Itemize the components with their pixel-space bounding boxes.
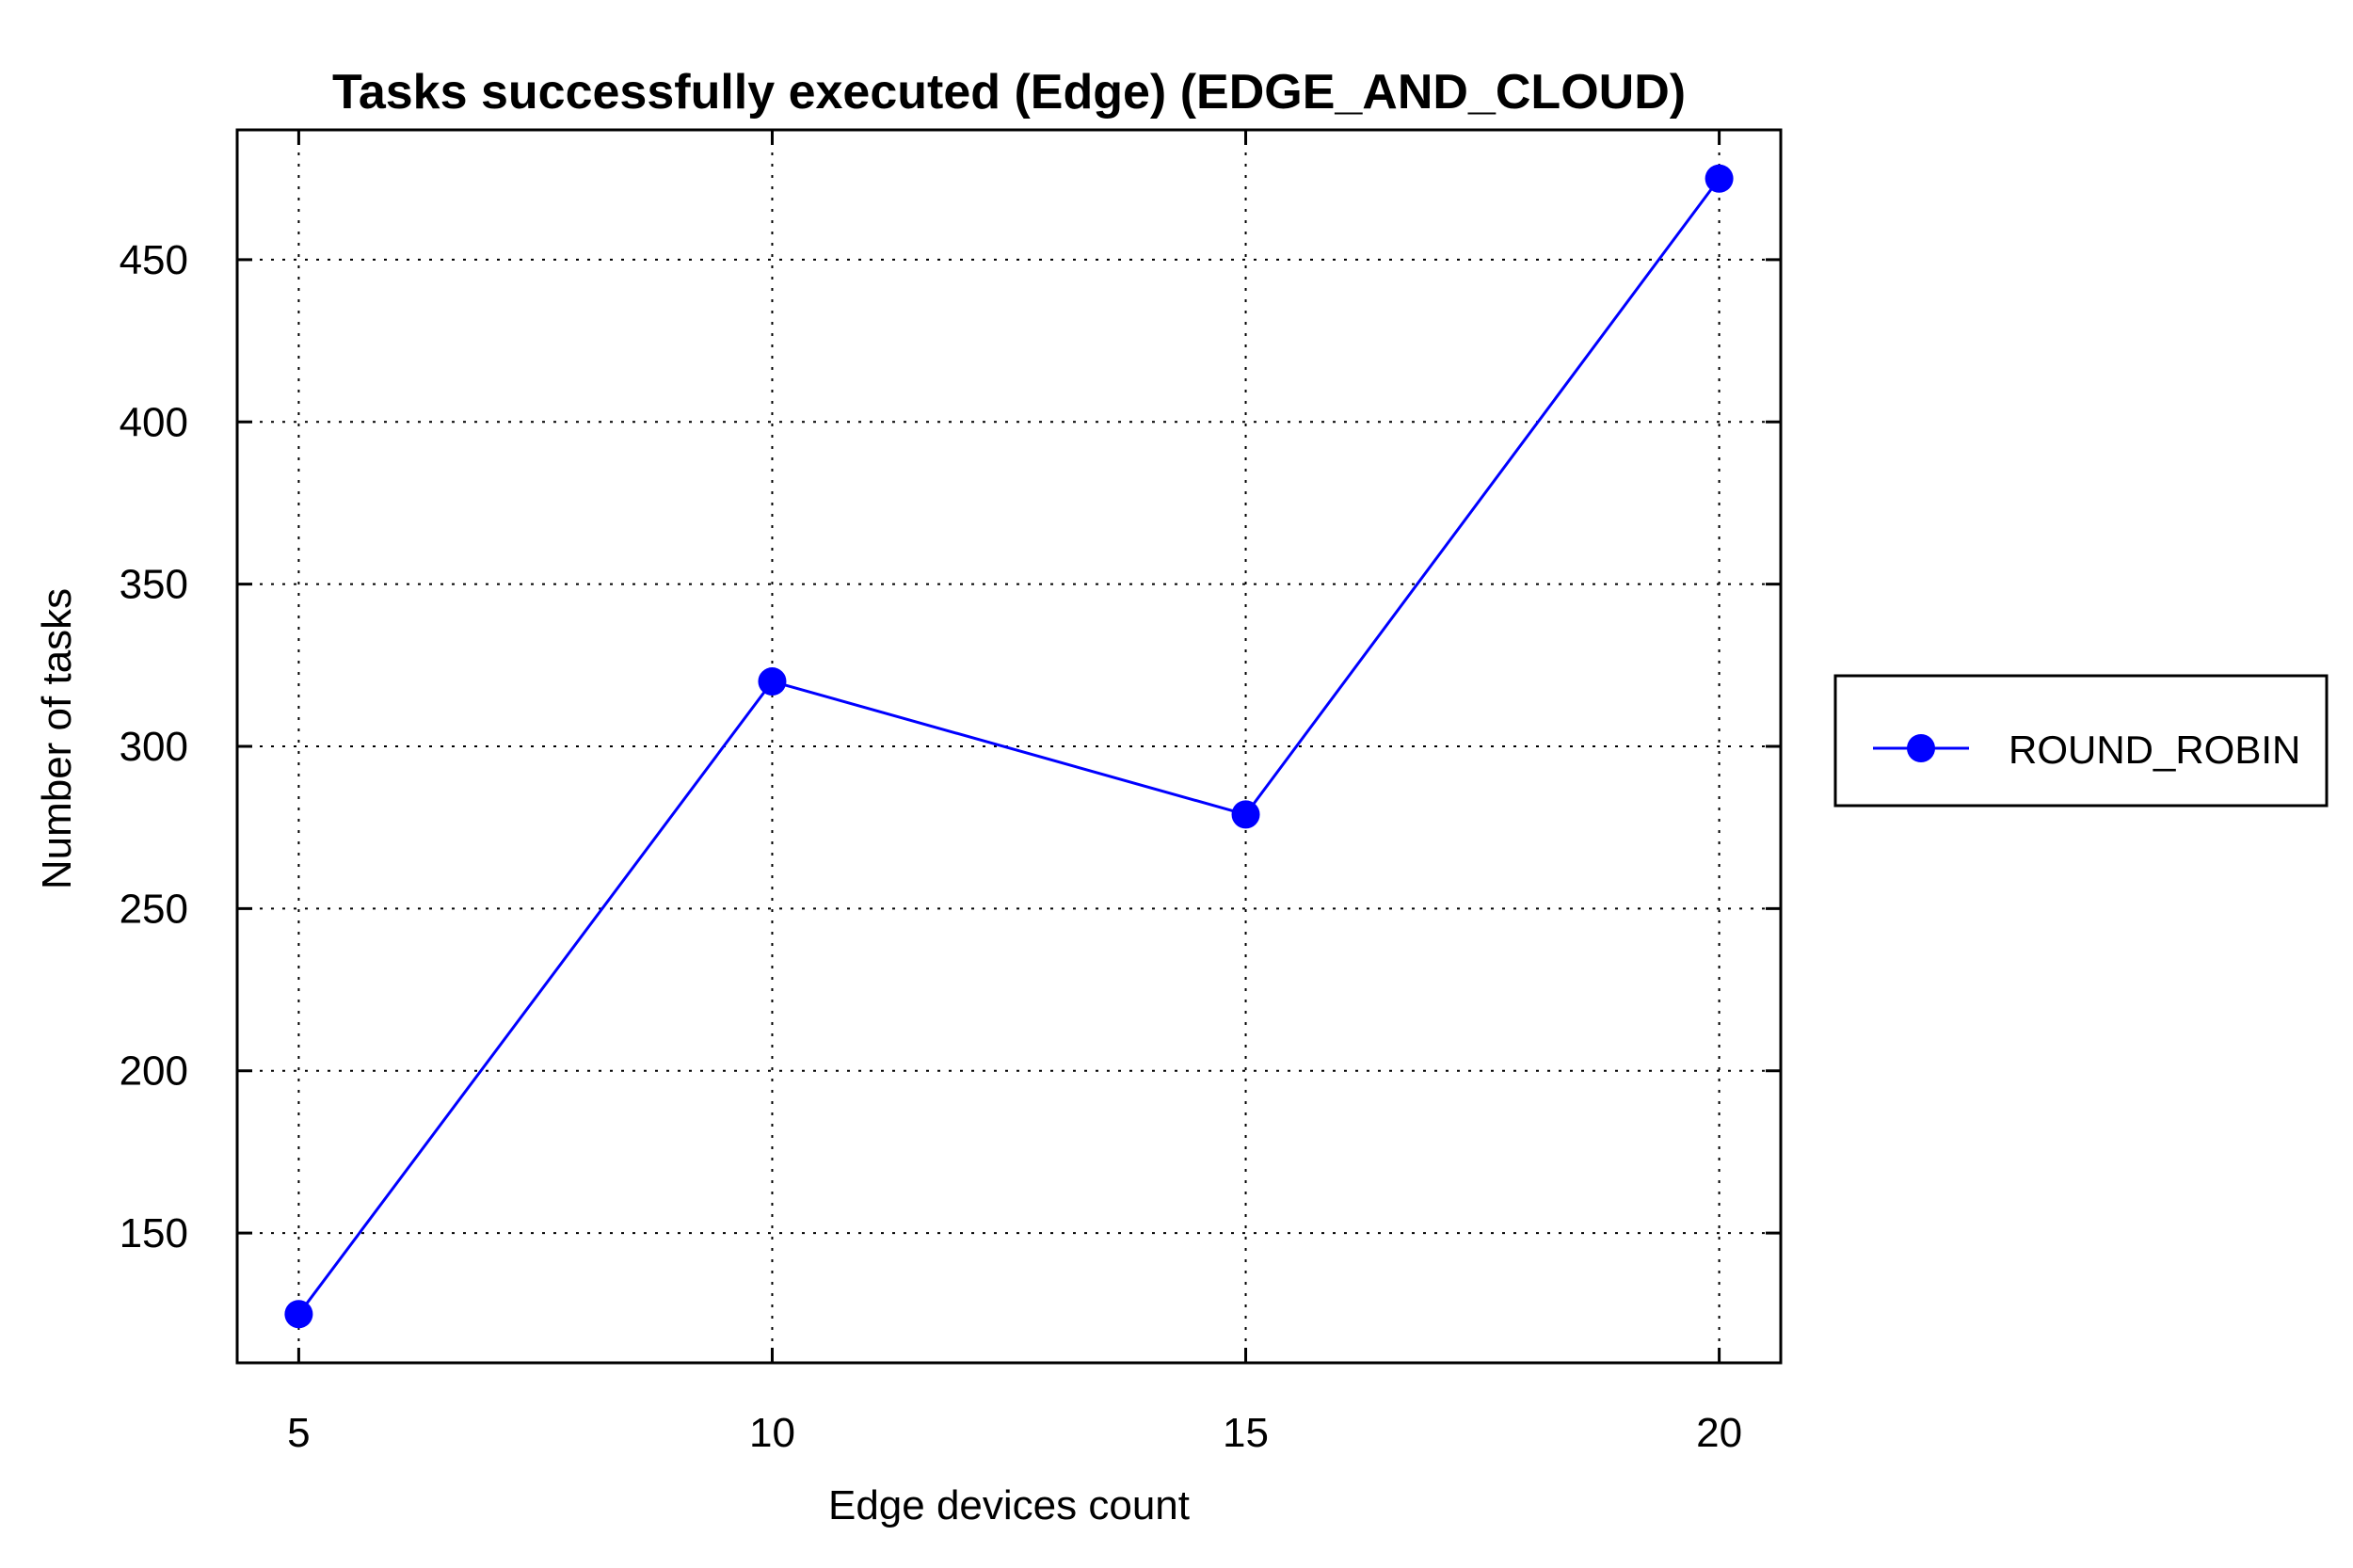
data-point: [1231, 800, 1260, 829]
y-axis-label: Number of tasks: [34, 588, 80, 889]
y-tick-label: 150: [120, 1210, 188, 1256]
y-tick-label: 200: [120, 1048, 188, 1095]
series-line: [297, 177, 1721, 1316]
data-point: [1705, 164, 1734, 193]
y-tick-label: 400: [120, 399, 188, 445]
x-axis: 5 10 15 20: [287, 130, 1742, 1456]
x-tick-label: 10: [749, 1410, 795, 1456]
x-tick-label: 5: [287, 1410, 310, 1456]
y-tick-label: 250: [120, 886, 188, 932]
data-point: [284, 1300, 313, 1329]
legend-marker-swatch: [1907, 734, 1935, 762]
x-axis-label: Edge devices count: [828, 1482, 1190, 1528]
y-tick-label: 350: [120, 562, 188, 608]
y-tick-label: 300: [120, 724, 188, 770]
data-point: [758, 667, 787, 696]
y-tick-label: 450: [120, 237, 188, 283]
legend-label: ROUND_ROBIN: [2009, 728, 2300, 772]
x-tick-label: 15: [1223, 1410, 1269, 1456]
series-layer: [284, 164, 1734, 1329]
grid: [237, 130, 1781, 1363]
legend: ROUND_ROBIN: [1833, 674, 2329, 808]
x-tick-label: 20: [1696, 1410, 1742, 1456]
chart-title: Tasks successfully executed (Edge) (EDGE…: [332, 65, 1686, 120]
y-axis: 150 200 250 300 350 400 450: [120, 237, 1781, 1256]
